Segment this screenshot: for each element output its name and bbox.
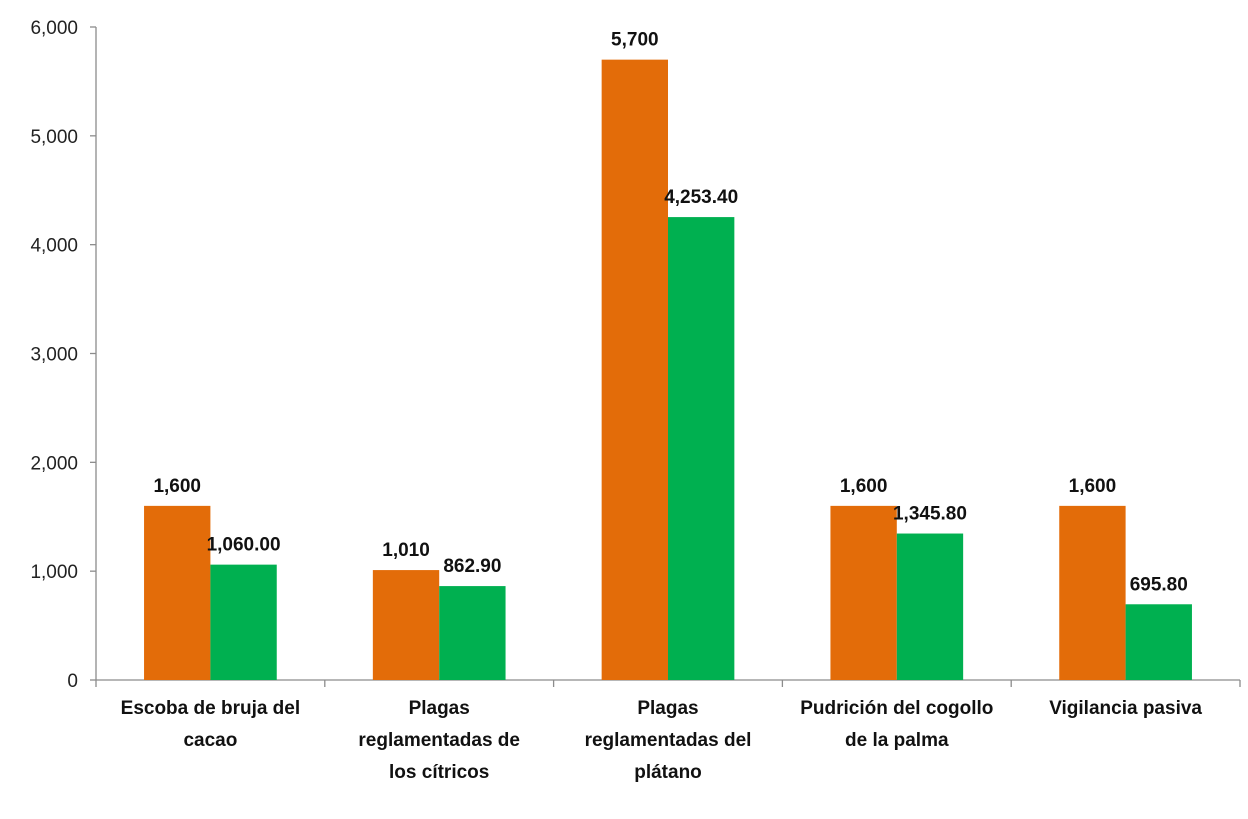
x-category-label: Escoba de bruja del cacao [121, 698, 301, 751]
bar-series-2-cat-1 [210, 564, 277, 680]
data-label-series-1-cat-3: 5,700 [611, 30, 659, 51]
y-tick-label: 1,000 [30, 562, 78, 583]
data-label-series-2-cat-5: 695.80 [1130, 574, 1188, 595]
data-label-series-2-cat-3: 4,253.40 [664, 187, 738, 208]
x-axis: Escoba de bruja del cacao Plagas reglamenta… [95, 679, 1241, 783]
x-category-label: Pudrición del cogollo de la palma [800, 698, 993, 751]
bar-series-1-cat-2 [372, 570, 440, 680]
bar-series-2-cat-2 [439, 586, 506, 680]
data-labels-group: 1,600 1,060.00 1,010 862.90 5,700 4,253.40 1,6… [153, 30, 1187, 596]
bar-series-1-cat-3 [601, 59, 668, 680]
data-label-series-1-cat-5: 1,600 [1069, 476, 1117, 497]
y-tick-label: 0 [67, 671, 78, 692]
data-label-series-1-cat-1: 1,600 [153, 476, 201, 497]
data-label-series-2-cat-4: 1,345.80 [893, 504, 967, 525]
data-label-series-1-cat-4: 1,600 [840, 476, 888, 497]
y-tick-label: 5,000 [30, 127, 78, 148]
x-category-label: Plagas reglamentadas del plátano [585, 698, 752, 783]
data-label-series-1-cat-2: 1,010 [382, 540, 430, 561]
bar-series-1-cat-4 [830, 505, 897, 680]
bar-series-2-cat-5 [1125, 604, 1192, 680]
y-tick-label: 6,000 [30, 18, 78, 39]
data-label-series-2-cat-2: 862.90 [443, 556, 501, 577]
bar-series-2-cat-3 [668, 217, 735, 680]
bar-series-1-cat-5 [1059, 505, 1126, 680]
data-label-series-2-cat-1: 1,060.00 [207, 535, 281, 556]
x-category-label: Plagas reglamentadas de los cítricos [358, 698, 520, 783]
bar-series-2-cat-4 [896, 533, 964, 680]
bar-series-1-cat-1 [144, 505, 211, 680]
y-tick-label: 4,000 [30, 236, 78, 257]
y-tick-label: 3,000 [30, 345, 78, 366]
bars-group [144, 59, 1192, 680]
y-tick-label: 2,000 [30, 453, 78, 474]
x-category-label: Vigilancia pasiva [1049, 698, 1202, 719]
y-axis: 0 1,000 2,000 3,000 4,000 5,000 6,000 [30, 18, 97, 692]
